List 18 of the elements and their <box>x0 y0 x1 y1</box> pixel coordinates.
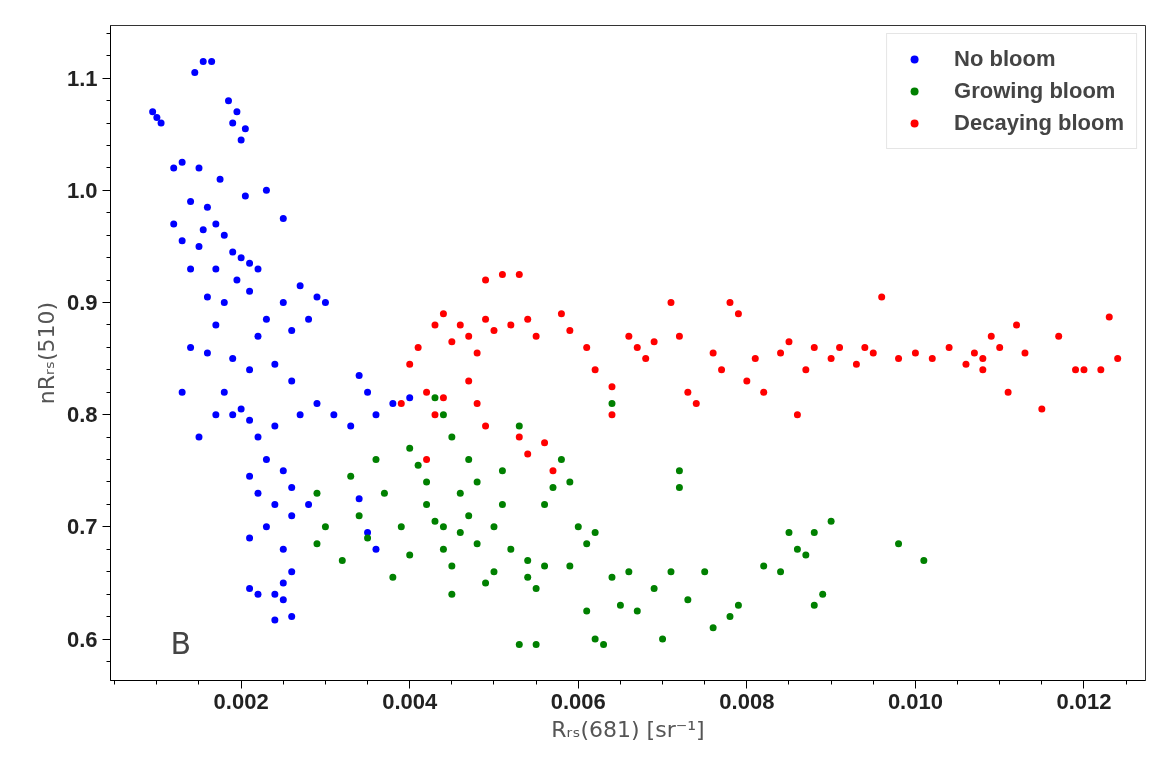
legend-label: No bloom <box>954 46 1056 72</box>
x-tick-label: 0.002 <box>213 688 269 714</box>
y-tick-label: 0.7 <box>66 514 98 540</box>
annotation: B <box>170 625 192 661</box>
y-tick-label: 0.6 <box>66 626 98 652</box>
x-tick-label: 0.006 <box>550 688 606 714</box>
legend-label: Decaying bloom <box>954 110 1124 136</box>
x-tick-label: 0.008 <box>719 688 775 714</box>
legend-label: Growing bloom <box>954 78 1116 104</box>
y-tick-label: 0.8 <box>66 402 98 428</box>
y-tick-label: 0.9 <box>66 290 98 316</box>
y-tick-label: 1.1 <box>66 65 98 91</box>
x-tick-label: 0.012 <box>1056 688 1112 714</box>
y-tick-label: 1.0 <box>66 177 98 203</box>
x-axis-title: Rᵣₛ(681) [sr⁻¹] <box>551 716 705 742</box>
y-axis-title: nRᵣₛ(510) <box>33 301 59 405</box>
x-tick-label: 0.010 <box>887 688 943 714</box>
x-tick-label: 0.004 <box>382 688 438 714</box>
